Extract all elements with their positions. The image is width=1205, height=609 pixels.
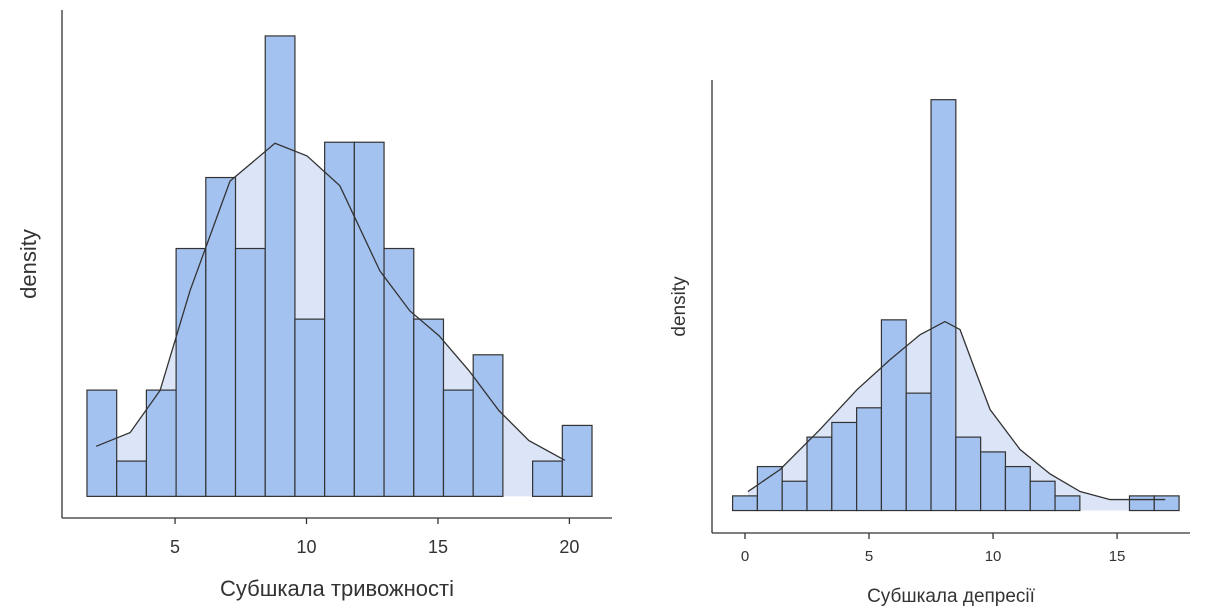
bar	[1054, 495, 1081, 512]
bar	[980, 451, 1007, 512]
bar	[1153, 495, 1180, 512]
bar	[324, 141, 355, 497]
bar	[145, 389, 177, 497]
bar	[86, 389, 118, 497]
bar	[205, 176, 237, 497]
bar	[1128, 495, 1155, 512]
density-curve	[747, 320, 1166, 501]
x-tick-label: 5	[865, 548, 873, 565]
bar	[856, 407, 883, 512]
bar	[383, 247, 415, 497]
x-tick-label: 0	[741, 548, 749, 565]
bar	[930, 99, 957, 512]
x-tick-label: 10	[985, 548, 1002, 565]
bar	[264, 35, 296, 497]
bar	[781, 480, 808, 512]
x-tick-label: 15	[1109, 548, 1126, 565]
bar	[1029, 480, 1056, 512]
bar	[831, 421, 858, 512]
bar	[116, 460, 147, 497]
bar	[955, 436, 982, 512]
x-axis-label: Субшкала тривожності	[220, 576, 454, 601]
x-axis-label: Субшкала депресії	[867, 586, 1036, 607]
bar	[234, 247, 266, 497]
bar	[905, 392, 932, 512]
bar	[806, 436, 833, 512]
bar	[532, 460, 563, 497]
bar	[413, 318, 445, 497]
bar	[294, 318, 326, 497]
bar	[731, 495, 758, 512]
bar	[1004, 465, 1031, 512]
x-tick-label: 15	[428, 537, 448, 557]
y-axis-label: density	[669, 276, 690, 337]
y-axis-label: density	[16, 229, 41, 299]
density-curve	[95, 142, 566, 461]
bar	[442, 389, 474, 497]
x-tick-label: 20	[559, 537, 579, 557]
x-tick-label: 5	[170, 537, 180, 557]
bar	[756, 465, 783, 512]
bar	[175, 247, 207, 497]
bar	[353, 141, 385, 497]
bar	[472, 354, 504, 497]
x-tick-label: 10	[296, 537, 316, 557]
bar	[561, 424, 593, 497]
